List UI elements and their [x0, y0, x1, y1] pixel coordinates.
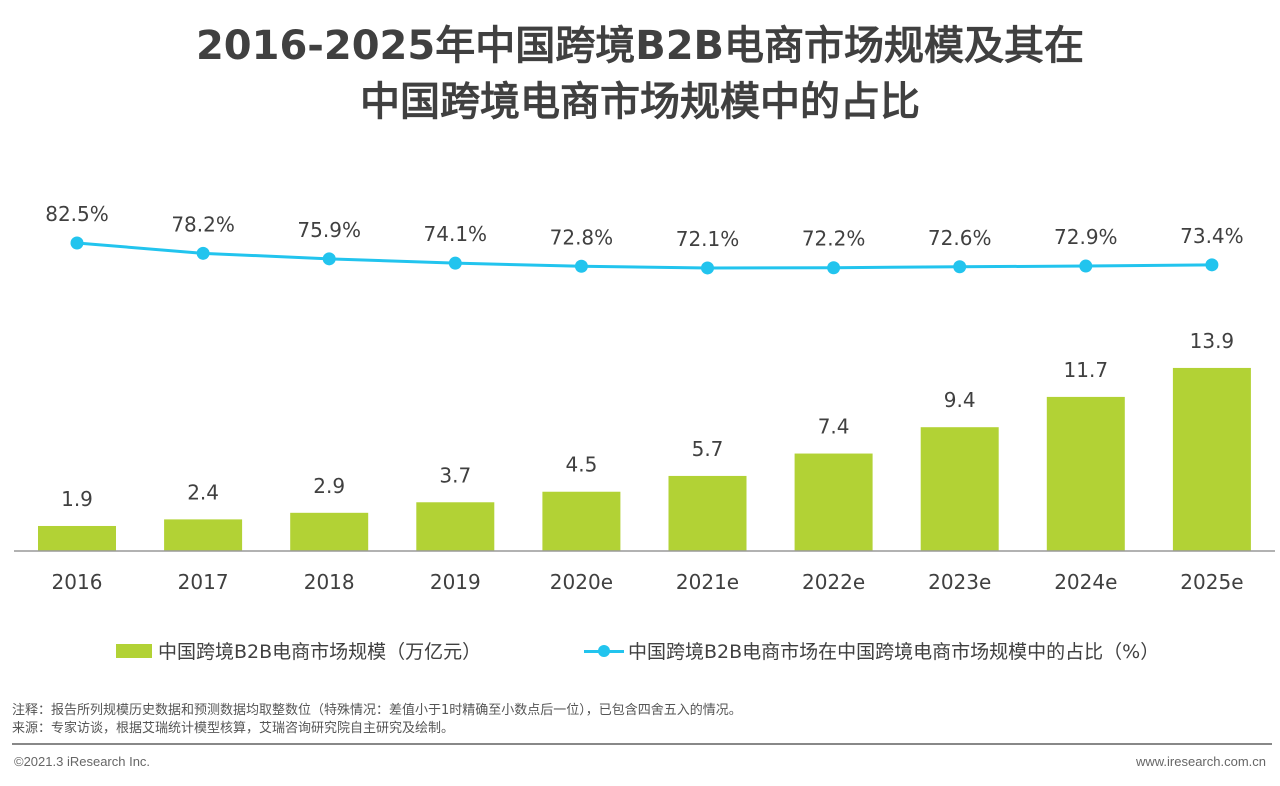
x-tick-label: 2019	[430, 570, 481, 594]
footer-divider	[12, 743, 1272, 745]
line-point	[574, 259, 588, 273]
legend-item-line: 中国跨境B2B电商市场在中国跨境电商市场规模中的占比（%）	[584, 637, 1159, 664]
x-tick-label: 2018	[304, 570, 355, 594]
line-value-label: 78.2%	[171, 212, 235, 236]
x-tick-label: 2017	[178, 570, 229, 594]
x-tick-label: 2020e	[550, 570, 613, 594]
line-point	[953, 260, 967, 274]
line-value-label: 74.1%	[424, 222, 488, 246]
line-value-label: 72.6%	[928, 226, 992, 250]
line-point	[1205, 258, 1219, 272]
bar	[794, 453, 873, 551]
line-point	[70, 236, 84, 250]
chart-svg: 1.9 2016 2.4 2017 2.9 2018 3.7 2019 4.5 2020e 5.7 2…	[14, 202, 1275, 594]
x-tick-label: 2024e	[1054, 570, 1117, 594]
line-series	[76, 241, 1212, 270]
bar	[1046, 396, 1125, 551]
legend-bar-swatch	[116, 643, 152, 658]
x-tick-label: 2025e	[1180, 570, 1243, 594]
line-value-label: 72.2%	[802, 227, 866, 251]
line-point	[1079, 259, 1093, 273]
x-tick-label: 2023e	[928, 570, 991, 594]
copyright: ©2021.3 iResearch Inc.	[14, 754, 151, 769]
bar	[416, 502, 495, 551]
line-value-label: 82.5%	[45, 202, 109, 226]
bar	[920, 427, 999, 551]
x-tick-label: 2022e	[802, 570, 865, 594]
line-point	[701, 261, 714, 275]
bar-value-label: 13.9	[1190, 329, 1235, 353]
chart-source: 来源：专家访谈，根据艾瑞统计模型核算，艾瑞咨询研究院自主研究及绘制。	[12, 721, 455, 736]
bar-value-label: 5.7	[692, 437, 724, 461]
bar	[290, 512, 369, 551]
line-point	[448, 256, 462, 270]
chart-title-line-1: 2016-2025年中国跨境B2B电商市场规模及其在	[195, 23, 1085, 69]
legend-item-bar: 中国跨境B2B电商市场规模（万亿元）	[116, 637, 481, 664]
bar-value-label: 1.9	[61, 487, 93, 511]
bar-value-label: 2.4	[187, 480, 219, 504]
bar-value-label: 2.9	[313, 474, 345, 498]
bar	[542, 491, 621, 551]
website: www.iresearch.com.cn	[1135, 754, 1266, 769]
x-tick-label: 2016	[52, 570, 103, 594]
legend-bar-label: 中国跨境B2B电商市场规模（万亿元）	[158, 641, 482, 663]
legend-line-label: 中国跨境B2B电商市场在中国跨境电商市场规模中的占比（%）	[628, 641, 1160, 663]
x-tick-label: 2021e	[676, 570, 739, 594]
bar	[164, 519, 243, 551]
bar	[1172, 367, 1251, 551]
line-value-label: 72.1%	[676, 227, 740, 251]
line-point	[322, 252, 336, 266]
bar-value-label: 7.4	[818, 415, 850, 439]
line-point	[196, 246, 210, 260]
line-value-label: 72.9%	[1054, 225, 1118, 249]
bar	[38, 525, 116, 551]
bar-value-label: 11.7	[1064, 358, 1109, 382]
bar	[668, 475, 747, 551]
legend-line-swatch	[584, 644, 624, 658]
line-value-label: 73.4%	[1180, 224, 1244, 248]
chart-note: 注释：报告所列规模历史数据和预测数据均取整数位（特殊情况：差值小于1时精确至小数…	[12, 703, 742, 718]
bar-value-label: 9.4	[944, 388, 976, 412]
chart-title-line-2: 中国跨境电商市场规模中的占比	[360, 79, 920, 125]
line-value-label: 75.9%	[297, 218, 361, 242]
line-value-label: 72.8%	[550, 225, 614, 249]
line-point	[827, 261, 841, 275]
bar-value-label: 4.5	[565, 453, 597, 477]
bar-value-label: 3.7	[439, 463, 471, 487]
